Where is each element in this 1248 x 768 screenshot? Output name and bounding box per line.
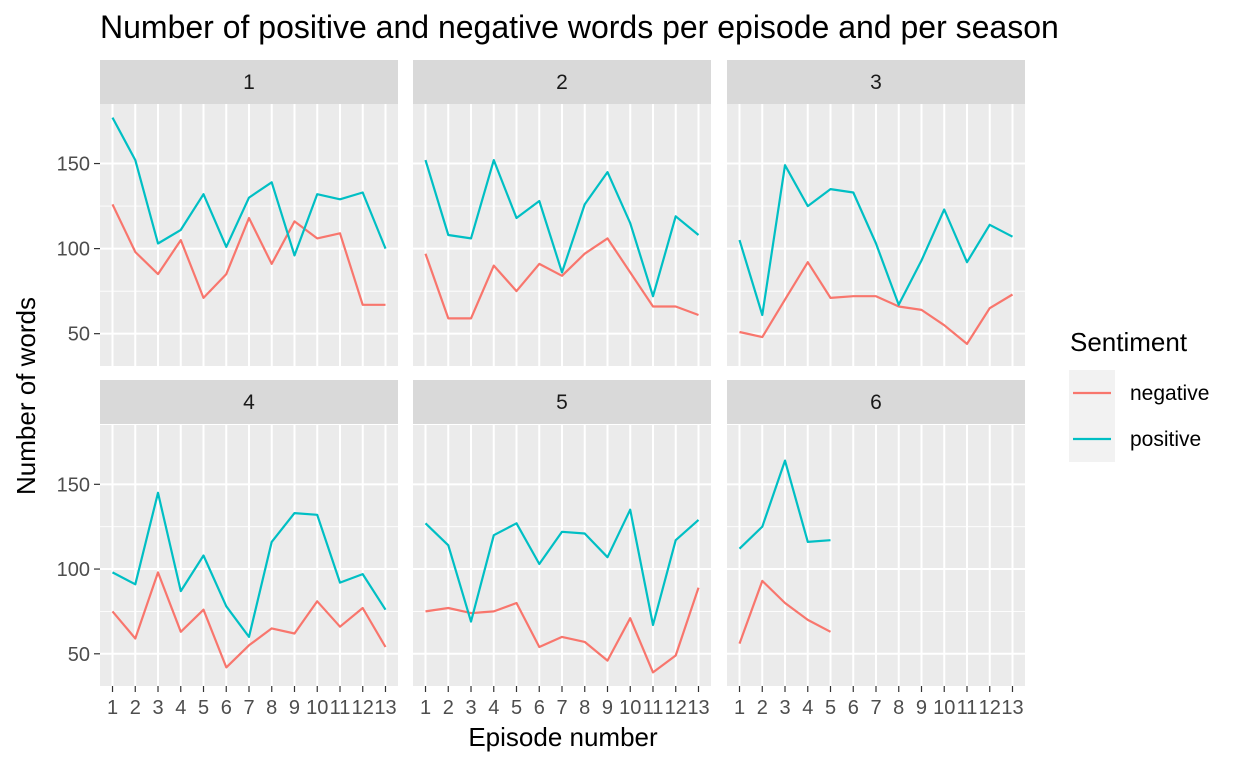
facet-strip bbox=[100, 380, 398, 424]
y-tick-label: 100 bbox=[57, 239, 90, 261]
x-tick-label: 11 bbox=[957, 697, 978, 719]
facet-strip bbox=[413, 60, 711, 104]
x-tick-label: 9 bbox=[602, 697, 613, 719]
series-line-negative bbox=[425, 587, 700, 674]
x-tick-label: 8 bbox=[579, 697, 590, 719]
x-tick-label: 12 bbox=[979, 697, 1001, 719]
x-tick-label: 8 bbox=[266, 697, 277, 719]
series-line-positive bbox=[424, 159, 700, 298]
series-line-positive bbox=[738, 459, 831, 550]
x-tick-label: 7 bbox=[870, 697, 881, 719]
facet-panel: 51 2 3 4 5 6 7 8 9 10 11 12 13 bbox=[413, 380, 711, 719]
x-tick-label: 1 bbox=[420, 697, 431, 719]
x-tick-label: 5 bbox=[511, 697, 522, 719]
facet-strip-label: 4 bbox=[243, 391, 255, 414]
x-tick-label: 5 bbox=[825, 697, 836, 719]
x-tick-label: 12 bbox=[352, 697, 374, 719]
x-tick-label: 13 bbox=[1001, 697, 1023, 719]
facet-strip-label: 2 bbox=[556, 71, 568, 94]
x-tick-label: 10 bbox=[619, 697, 641, 719]
x-tick-label: 4 bbox=[488, 697, 499, 719]
facet-strip-label: 1 bbox=[243, 71, 255, 94]
facet-strip-label: 6 bbox=[870, 391, 882, 414]
series-line-negative bbox=[424, 237, 699, 320]
x-axis-title: Episode number bbox=[468, 722, 658, 752]
series-line-positive bbox=[111, 491, 387, 639]
facet-panel: 3 bbox=[727, 60, 1025, 366]
x-tick-label: 6 bbox=[848, 697, 859, 719]
series-line-negative bbox=[739, 261, 1014, 345]
x-tick-label: 13 bbox=[687, 697, 709, 719]
x-tick-label: 3 bbox=[465, 697, 476, 719]
legend-title: Sentiment bbox=[1070, 327, 1188, 357]
x-tick-label: 11 bbox=[643, 697, 664, 719]
x-tick-label: 1 bbox=[734, 697, 745, 719]
series-line-positive bbox=[424, 508, 700, 627]
x-tick-label: 3 bbox=[152, 697, 163, 719]
chart-title: Number of positive and negative words pe… bbox=[100, 9, 1059, 45]
x-tick-label: 8 bbox=[893, 697, 904, 719]
facet-strip-label: 3 bbox=[870, 71, 882, 94]
facet-strip bbox=[727, 60, 1025, 104]
y-tick-label: 150 bbox=[57, 474, 90, 496]
x-tick-label: 3 bbox=[779, 697, 790, 719]
x-tick-label: 4 bbox=[175, 697, 186, 719]
series-line-negative bbox=[738, 579, 832, 644]
x-tick-label: 10 bbox=[306, 697, 328, 719]
x-tick-label: 2 bbox=[443, 697, 454, 719]
x-tick-label: 10 bbox=[933, 697, 955, 719]
x-tick-label: 1 bbox=[107, 697, 118, 719]
x-tick-label: 12 bbox=[665, 697, 687, 719]
series-line-positive bbox=[111, 117, 387, 257]
x-tick-label: 9 bbox=[289, 697, 300, 719]
y-axis-title: Number of words bbox=[11, 297, 41, 495]
facet-strip bbox=[100, 60, 398, 104]
series-line-negative bbox=[111, 203, 386, 306]
x-tick-label: 7 bbox=[556, 697, 567, 719]
legend-label-positive: positive bbox=[1130, 428, 1201, 451]
x-tick-label: 9 bbox=[916, 697, 927, 719]
x-tick-label: 4 bbox=[802, 697, 813, 719]
y-tick-label: 150 bbox=[57, 154, 90, 176]
x-tick-label: 6 bbox=[534, 697, 545, 719]
x-tick-label: 6 bbox=[221, 697, 232, 719]
facet-panel: 2 bbox=[413, 60, 711, 366]
x-tick-label: 2 bbox=[130, 697, 141, 719]
legend-label-negative: negative bbox=[1130, 382, 1209, 405]
x-tick-label: 2 bbox=[757, 697, 768, 719]
series-line-negative bbox=[111, 571, 387, 669]
x-tick-label: 13 bbox=[374, 697, 396, 719]
legend: Sentiment negative positive bbox=[1069, 327, 1209, 462]
y-tick-label: 50 bbox=[68, 644, 90, 666]
facet-strip-label: 5 bbox=[556, 391, 568, 414]
y-tick-label: 100 bbox=[57, 559, 90, 581]
facet-panel: 61 2 3 4 5 6 7 8 9 10 11 12 13 bbox=[727, 380, 1025, 719]
x-tick-label: 7 bbox=[243, 697, 254, 719]
x-tick-label: 11 bbox=[330, 697, 351, 719]
facet-strip bbox=[727, 380, 1025, 424]
y-tick-label: 50 bbox=[68, 324, 90, 346]
facet-strip bbox=[413, 380, 711, 424]
x-tick-label: 5 bbox=[198, 697, 209, 719]
series-line-positive bbox=[738, 164, 1014, 317]
